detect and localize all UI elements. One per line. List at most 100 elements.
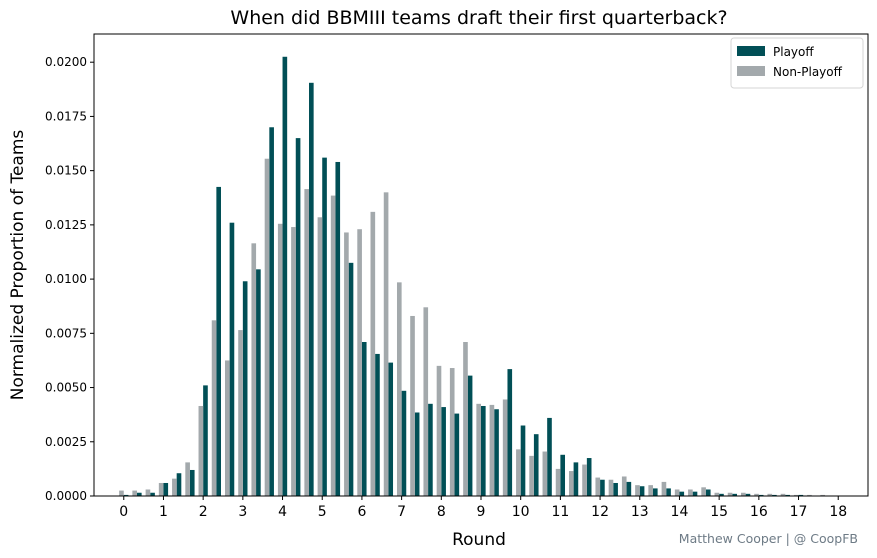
bar-non-playoff-14: [304, 189, 310, 496]
bar-playoff-30: [520, 425, 526, 496]
bar-playoff-37: [613, 482, 618, 496]
bar-non-playoff-17: [344, 232, 349, 496]
bar-non-playoff-42: [674, 489, 680, 496]
x-tick-label: 12: [591, 504, 609, 520]
bar-playoff-50: [785, 494, 790, 496]
bar-playoff-22: [414, 412, 420, 496]
bar-playoff-46: [732, 493, 737, 496]
bar-non-playoff-20: [383, 192, 389, 496]
y-tick-label: 0.0050: [45, 381, 87, 395]
bar-non-playoff-31: [529, 455, 534, 496]
bar-playoff-10: [256, 269, 261, 496]
bar-playoff-1: [136, 492, 142, 496]
bar-playoff-51: [798, 494, 804, 496]
x-tick-label: 11: [551, 504, 569, 520]
x-tick-label: 9: [477, 504, 486, 520]
bar-non-playoff-18: [357, 229, 362, 496]
x-tick-label: 10: [512, 504, 530, 520]
bar-playoff-26: [467, 375, 473, 496]
x-tick-label: 2: [199, 504, 208, 520]
bar-playoff-33: [560, 454, 566, 496]
bar-playoff-42: [679, 491, 685, 496]
bar-non-playoff-2: [145, 489, 151, 496]
bar-non-playoff-35: [582, 464, 587, 496]
bar-playoff-35: [586, 458, 592, 496]
bar-non-playoff-25: [449, 368, 455, 496]
bar-non-playoff-24: [436, 365, 442, 496]
bar-playoff-44: [705, 489, 711, 496]
bar-non-playoff-36: [595, 477, 601, 496]
bar-playoff-5: [189, 469, 195, 496]
bar-playoff-0: [123, 494, 129, 496]
x-tick-label: 1: [159, 504, 168, 520]
bar-non-playoff-34: [568, 471, 574, 496]
bar-playoff-19: [375, 353, 380, 496]
x-tick-label: 16: [750, 504, 768, 520]
bar-non-playoff-46: [727, 492, 733, 496]
bar-non-playoff-47: [741, 492, 746, 496]
bar-non-playoff-7: [211, 320, 217, 496]
bars-group: [119, 56, 830, 497]
y-axis-label: Normalized Proportion of Teams: [8, 130, 28, 401]
x-tick-label: 0: [119, 504, 128, 520]
bar-non-playoff-22: [410, 315, 415, 496]
y-tick-label: 0.0075: [45, 326, 87, 340]
bar-playoff-11: [269, 127, 274, 497]
bar-playoff-34: [573, 462, 579, 496]
bar-non-playoff-19: [370, 211, 376, 497]
bar-non-playoff-29: [502, 399, 508, 496]
bar-non-playoff-23: [423, 307, 429, 496]
bar-non-playoff-28: [489, 404, 495, 496]
bar-playoff-36: [600, 479, 605, 496]
bar-playoff-41: [666, 488, 671, 496]
x-tick-label: 5: [318, 504, 327, 520]
bar-non-playoff-0: [119, 490, 124, 496]
chart-title: When did BBMIII teams draft their first …: [230, 7, 727, 29]
bar-playoff-29: [507, 369, 513, 496]
y-tick-label: 0.0000: [45, 489, 87, 503]
bar-non-playoff-6: [198, 405, 204, 496]
x-axis-label: Round: [452, 530, 506, 550]
bar-playoff-48: [758, 494, 764, 496]
bar-non-playoff-50: [780, 493, 786, 496]
x-tick-label: 13: [631, 504, 649, 520]
x-tick-label: 15: [710, 504, 728, 520]
bar-playoff-7: [216, 186, 221, 497]
bar-playoff-16: [335, 161, 341, 496]
bar-playoff-8: [229, 222, 235, 496]
x-tick-label: 7: [397, 504, 406, 520]
x-tick-label: 8: [437, 504, 446, 520]
bar-non-playoff-44: [701, 487, 706, 496]
bar-non-playoff-30: [516, 449, 521, 496]
bar-non-playoff-33: [555, 468, 561, 496]
y-tick-label: 0.0100: [45, 272, 87, 286]
bar-playoff-25: [454, 413, 460, 496]
bar-playoff-6: [203, 385, 208, 496]
bar-non-playoff-1: [132, 490, 137, 496]
y-tick-label: 0.0150: [45, 164, 87, 178]
bar-non-playoff-49: [767, 493, 773, 496]
bar-non-playoff-37: [608, 479, 614, 496]
bar-playoff-45: [719, 493, 724, 496]
bar-non-playoff-53: [820, 494, 826, 496]
bar-non-playoff-52: [807, 494, 812, 496]
bar-non-playoff-13: [291, 227, 296, 497]
x-ticks-group: 0 1 2 3 4 5 6 7 8 9 10 11 12 13 14 15 16 17 18: [119, 496, 847, 520]
legend: Playoff Non-Playoff: [730, 37, 864, 89]
bar-non-playoff-32: [542, 451, 548, 496]
bar-playoff-14: [309, 82, 314, 497]
bar-playoff-28: [494, 409, 499, 496]
y-tick-label: 0.0025: [45, 435, 87, 449]
bar-playoff-12: [282, 56, 288, 497]
bar-playoff-27: [481, 405, 486, 496]
bar-playoff-24: [441, 407, 446, 496]
bar-non-playoff-11: [264, 158, 270, 496]
bar-non-playoff-39: [635, 485, 640, 496]
bar-playoff-32: [547, 417, 552, 496]
bar-playoff-9: [242, 281, 248, 496]
bar-non-playoff-38: [621, 476, 627, 496]
bar-non-playoff-9: [238, 330, 243, 496]
bar-playoff-17: [348, 262, 354, 496]
y-tick-label: 0.0125: [45, 218, 87, 232]
legend-swatch-non-playoff: [737, 66, 765, 76]
